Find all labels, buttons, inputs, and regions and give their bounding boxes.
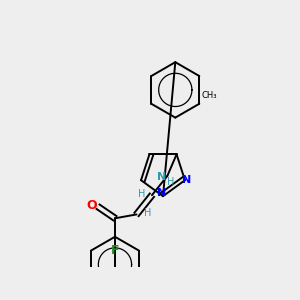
Text: O: O [87,199,97,212]
Text: F: F [111,244,119,257]
Text: N: N [157,172,166,182]
Text: H: H [138,189,146,199]
Text: CH₃: CH₃ [202,91,217,100]
Text: N: N [182,175,191,185]
Text: N: N [157,188,166,198]
Text: H: H [144,208,152,218]
Text: H: H [167,177,175,187]
